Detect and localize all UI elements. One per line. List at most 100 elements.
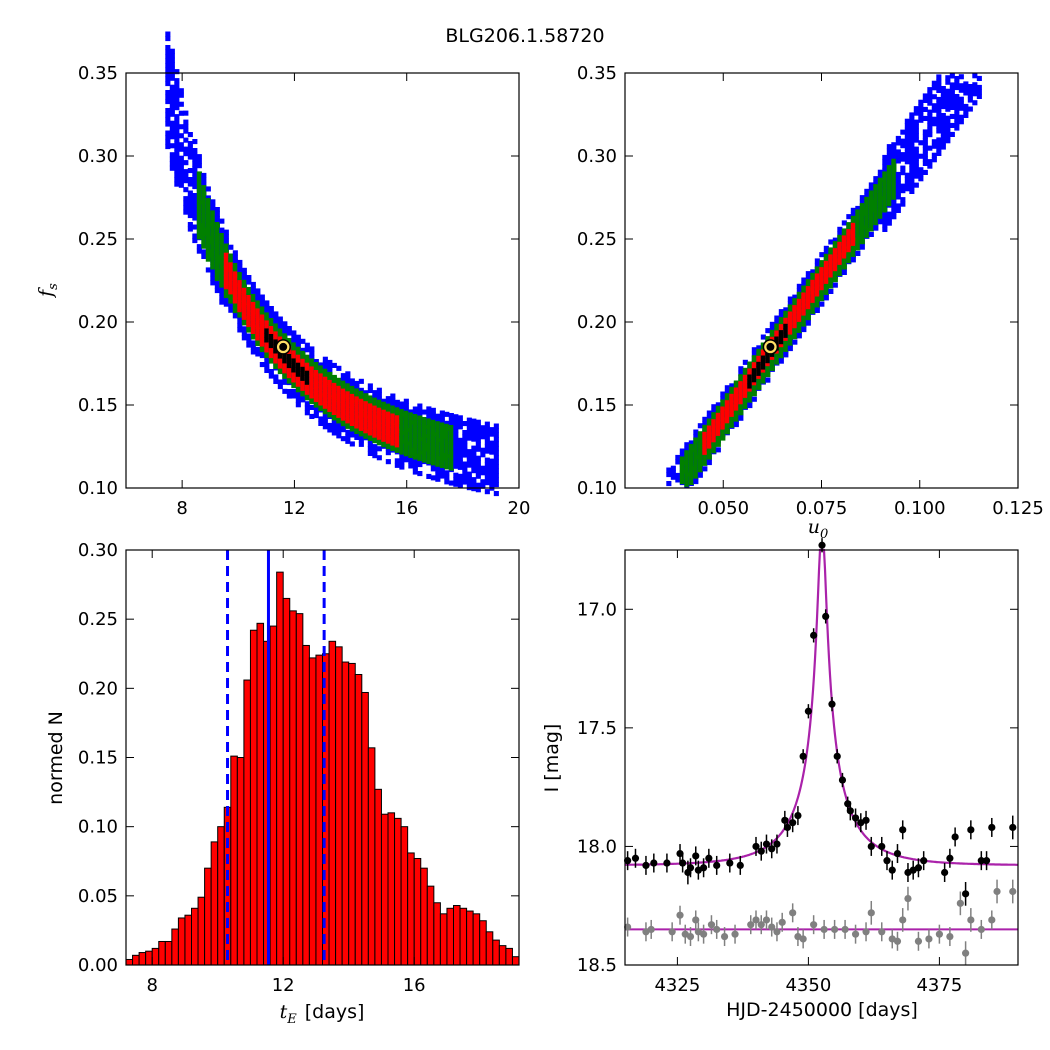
figure-title: BLG206.1.58720 <box>445 25 604 47</box>
heatmap-cell <box>828 258 834 264</box>
heatmap-cell <box>399 418 405 424</box>
heatmap-cell <box>358 387 364 393</box>
heatmap-cell <box>349 416 355 422</box>
heatmap-cell <box>223 297 229 303</box>
heatmap-cell <box>340 421 346 427</box>
heatmap-cell <box>769 326 775 332</box>
heatmap-cell <box>918 113 924 119</box>
heatmap-cell <box>264 367 270 373</box>
heatmap-cell <box>219 251 225 257</box>
heatmap-cell <box>859 207 865 213</box>
heatmap-cell <box>882 189 888 195</box>
heatmap-cell <box>165 99 171 105</box>
heatmap-cell <box>940 90 946 96</box>
heatmap-cell <box>169 107 175 113</box>
heatmap-cell <box>846 233 852 239</box>
heatmap-cell <box>237 293 243 299</box>
heatmap-cell <box>751 396 757 402</box>
heatmap-cell <box>174 172 180 178</box>
heatmap-cell <box>945 88 951 94</box>
heatmap-cell <box>268 348 274 354</box>
heatmap-cell <box>702 416 708 422</box>
heatmap-cell <box>390 427 396 433</box>
heatmap-cell <box>457 478 463 484</box>
heatmap-cell <box>828 254 834 260</box>
heatmap-cell <box>963 108 969 114</box>
data-point <box>993 887 1001 896</box>
heatmap-cell <box>895 176 901 182</box>
heatmap-cell <box>219 255 225 261</box>
heatmap-cell <box>805 315 811 321</box>
heatmap-cell <box>702 421 708 427</box>
heatmap-cell <box>214 271 220 277</box>
data-point <box>692 916 700 924</box>
heatmap-cell <box>214 253 220 259</box>
heatmap-cell <box>412 406 418 412</box>
heatmap-cell <box>886 201 892 207</box>
histogram-bar <box>145 950 153 966</box>
heatmap-cell <box>783 332 789 338</box>
heatmap-cell <box>349 420 355 426</box>
heatmap-cell <box>349 398 355 404</box>
heatmap-cell <box>480 479 486 485</box>
heatmap-cell <box>255 292 261 298</box>
heatmap-cell <box>904 150 910 156</box>
heatmap-cell <box>493 473 499 479</box>
heatmap-cell <box>192 139 198 145</box>
heatmap-cell <box>205 195 211 201</box>
heatmap-cell <box>223 279 229 285</box>
heatmap-cell <box>376 434 382 440</box>
heatmap-cell <box>277 353 283 359</box>
heatmap-cell <box>909 152 915 158</box>
heatmap-cell <box>949 104 955 110</box>
heatmap-cell <box>688 457 694 463</box>
heatmap-cell <box>223 248 229 254</box>
heatmap-cell <box>904 145 910 151</box>
heatmap-cell <box>448 447 454 453</box>
y-tick-label: 0.30 <box>577 146 617 167</box>
heatmap-cell <box>268 318 274 324</box>
heatmap-cell <box>900 138 906 144</box>
data-point <box>692 852 700 860</box>
heatmap-cell <box>430 416 436 422</box>
heatmap-cell <box>174 132 180 138</box>
heatmap-cell <box>237 298 243 304</box>
heatmap-cell <box>372 448 378 454</box>
heatmap-cell <box>318 420 324 426</box>
heatmap-cell <box>331 379 337 385</box>
heatmap-cell <box>453 454 459 460</box>
heatmap-cell <box>264 309 270 315</box>
heatmap-cell <box>747 361 753 367</box>
heatmap-cell <box>237 312 243 318</box>
heatmap-cell <box>196 158 202 164</box>
heatmap-cell <box>205 216 211 222</box>
heatmap-cell <box>205 243 211 249</box>
heatmap-cell <box>286 358 292 364</box>
heatmap-cell <box>403 410 409 416</box>
heatmap-cell <box>232 313 238 319</box>
data-point <box>720 932 729 941</box>
heatmap-cell <box>720 435 726 441</box>
heatmap-cell <box>439 463 445 469</box>
heatmap-cell <box>313 366 319 372</box>
heatmap-cell <box>945 93 951 99</box>
heatmap-cell <box>309 384 315 390</box>
histogram-bar <box>249 629 258 966</box>
heatmap-cell <box>954 125 960 131</box>
heatmap-cell <box>381 423 387 429</box>
heatmap-cell <box>453 441 459 447</box>
heatmap-cell <box>886 196 892 202</box>
heatmap-cell <box>706 454 712 460</box>
heatmap-cell <box>814 262 820 268</box>
heatmap-cell <box>367 407 373 413</box>
heatmap-cell <box>819 285 825 291</box>
data-point <box>676 911 684 919</box>
x-tick-label: 0.075 <box>796 498 848 519</box>
heatmap-cell <box>931 116 937 122</box>
heatmap-cell <box>702 436 708 442</box>
heatmap-cell <box>246 313 252 319</box>
heatmap-cell <box>688 466 694 472</box>
heatmap-cell <box>444 446 450 452</box>
heatmap-cell <box>819 267 825 273</box>
heatmap-cell <box>489 427 495 433</box>
